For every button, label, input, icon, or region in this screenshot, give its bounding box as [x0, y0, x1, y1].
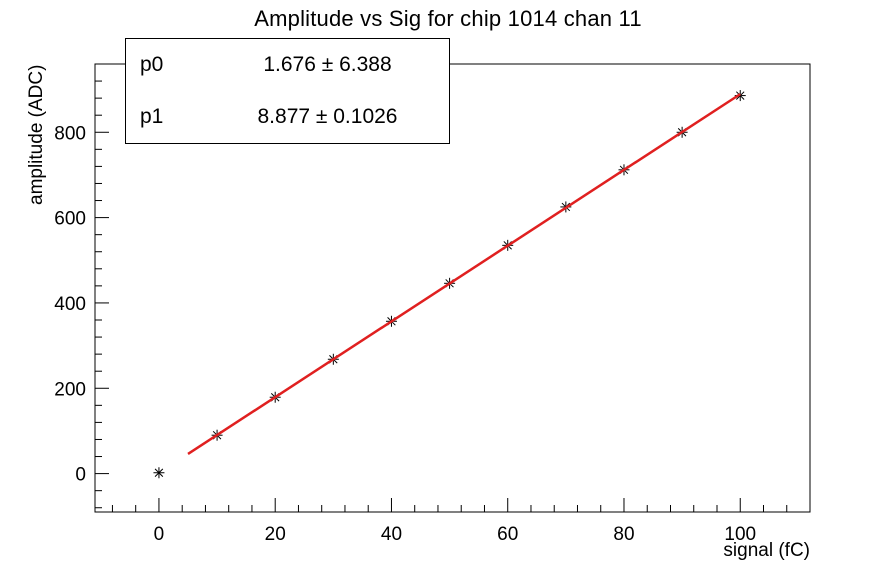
stats-p0-label: p0	[140, 53, 164, 76]
x-tick-label: 100	[724, 524, 756, 545]
plot-frame	[94, 63, 811, 513]
data-marker	[153, 467, 165, 479]
x-axis-ticks: 0 20 40 60 80 100	[111, 498, 811, 545]
y-tick-label: 0	[75, 465, 86, 486]
x-tick-label: 80	[613, 524, 634, 545]
y-tick-label: 600	[54, 209, 86, 230]
y-tick-label: 400	[54, 294, 86, 315]
fit-stats-box: p0 1.676 ± 6.388 p1 8.877 ± 0.1026	[125, 38, 450, 144]
fit-line	[187, 93, 741, 455]
y-tick-label: 200	[54, 379, 86, 400]
y-axis-ticks: 0 200 400 600 800	[54, 63, 109, 509]
x-tick-label: 60	[497, 524, 518, 545]
x-tick-label: 0	[154, 524, 165, 545]
x-axis-title: signal (fC)	[723, 540, 810, 561]
y-tick-label: 800	[54, 123, 86, 144]
stats-p1-value: 8.877 ± 0.1026	[257, 105, 398, 128]
x-tick-label: 40	[381, 524, 402, 545]
stats-row-p0: p0 1.676 ± 6.388	[126, 39, 449, 91]
stats-row-p1: p1 8.877 ± 0.1026	[126, 91, 449, 143]
stats-p0-value: 1.676 ± 6.388	[263, 53, 392, 76]
chart-title: Amplitude vs Sig for chip 1014 chan 11	[254, 6, 642, 31]
stats-p1-label: p1	[140, 105, 164, 128]
y-axis-title: amplitude (ADC)	[26, 65, 47, 205]
x-tick-label: 20	[265, 524, 286, 545]
